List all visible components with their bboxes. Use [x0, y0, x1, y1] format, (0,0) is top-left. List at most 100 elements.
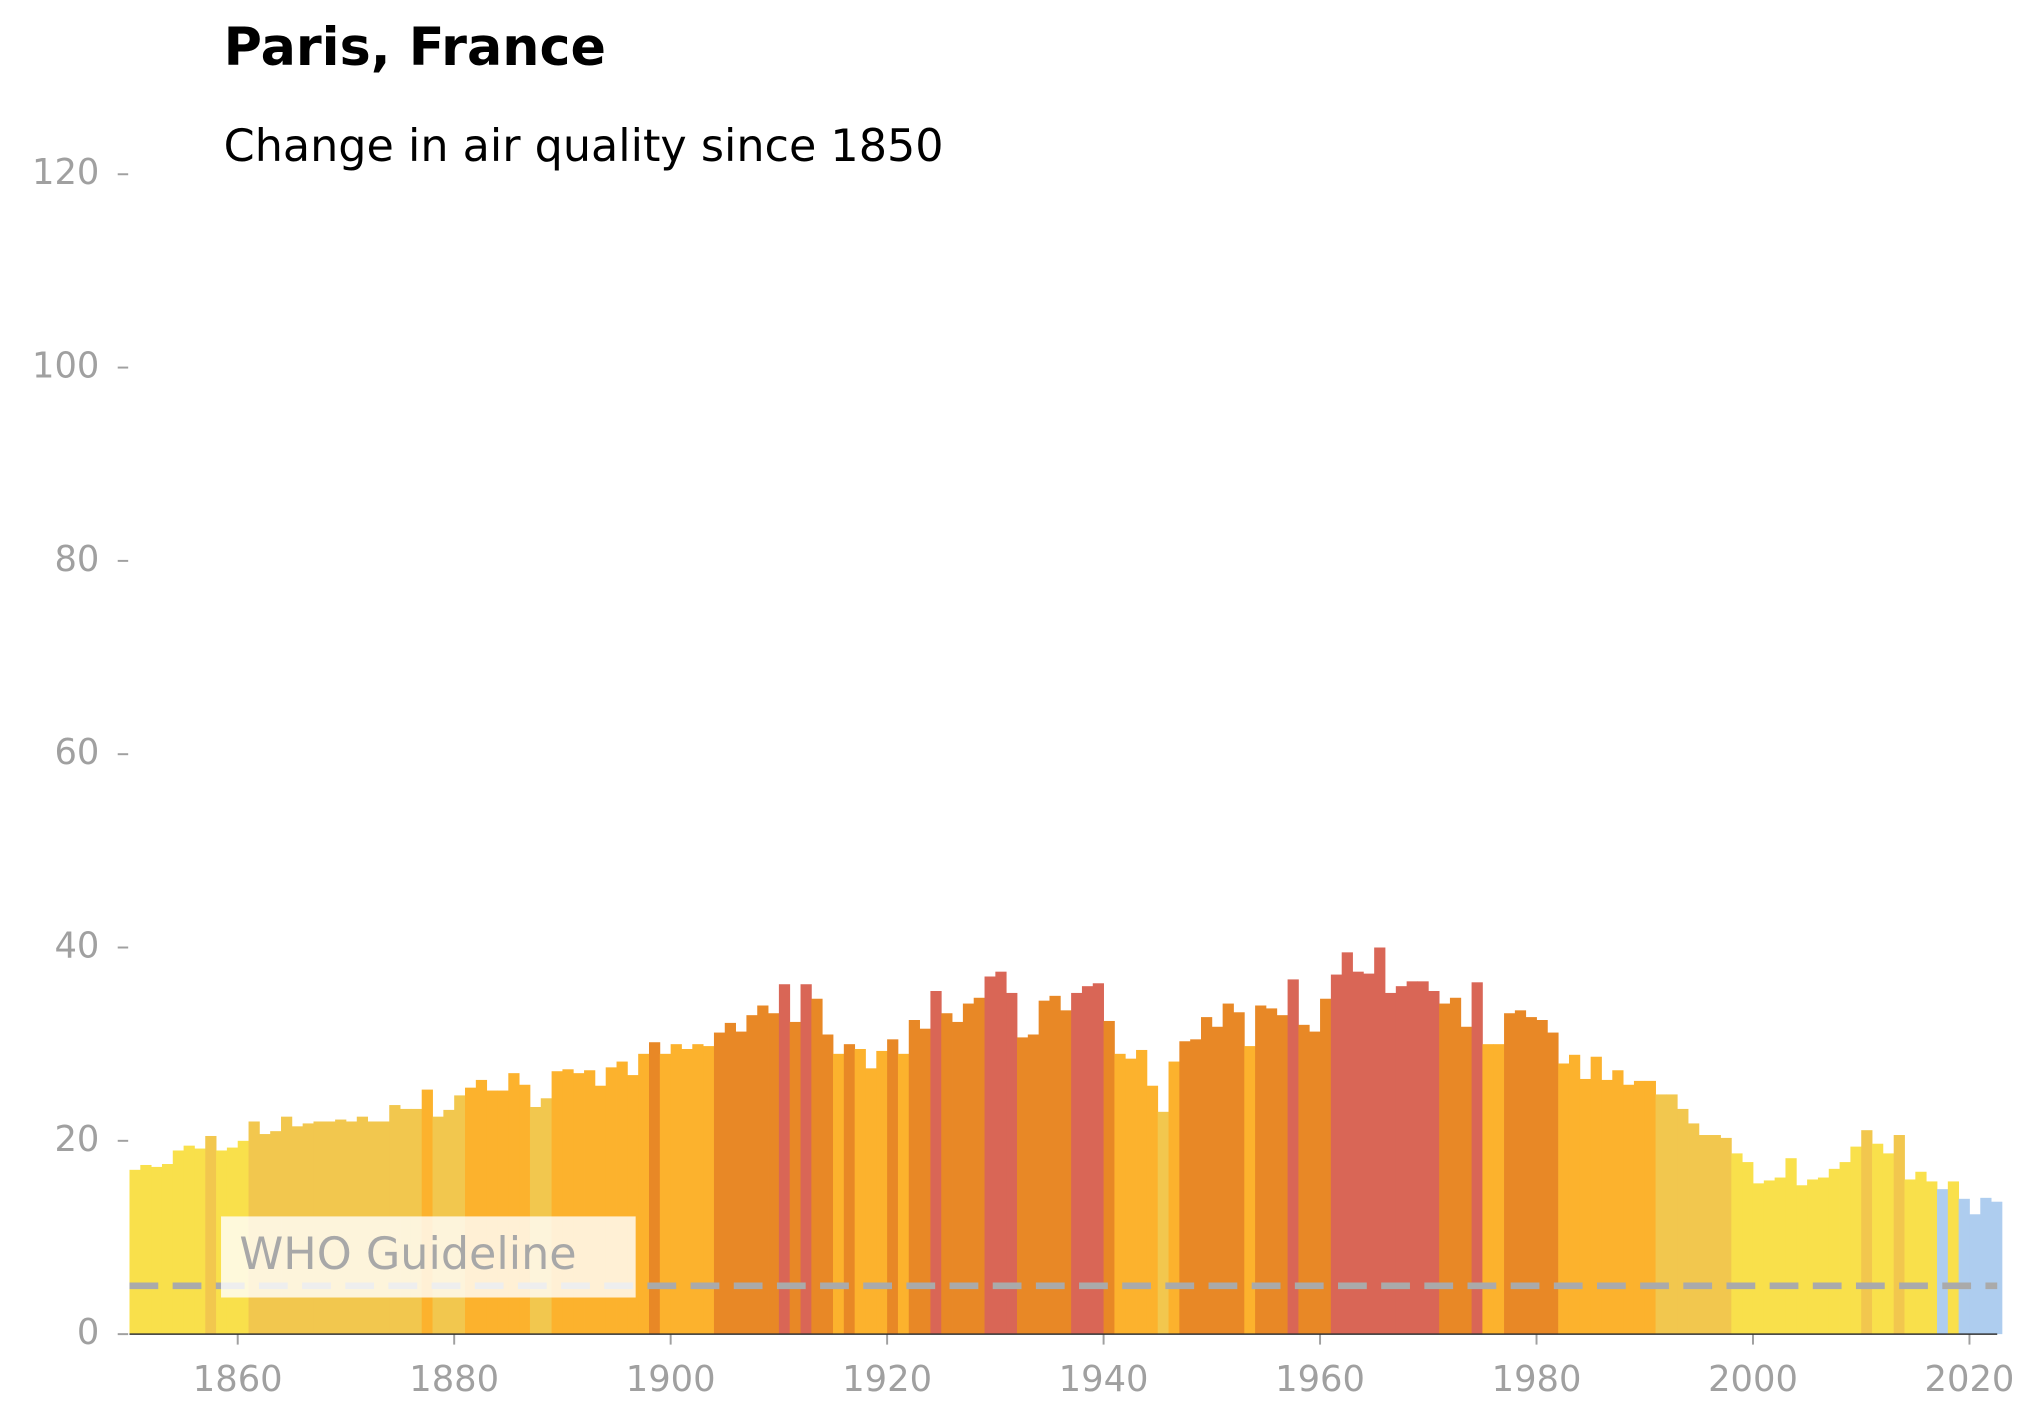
bar: [1547, 1032, 1559, 1335]
bar: [161, 1164, 174, 1335]
bar: [887, 1039, 899, 1335]
bar: [670, 1044, 682, 1335]
bar: [1190, 1039, 1202, 1335]
bar: [1395, 986, 1408, 1335]
bar: [778, 984, 791, 1335]
bar: [1568, 1054, 1581, 1335]
bar: [1222, 1003, 1234, 1335]
chart-title: Paris, France: [224, 17, 606, 78]
bar: [172, 1150, 184, 1335]
bar: [1926, 1181, 1938, 1335]
bar: [1049, 995, 1061, 1335]
bar: [1558, 1063, 1570, 1335]
bar: [995, 971, 1007, 1335]
bar: [1839, 1162, 1851, 1335]
bar: [1796, 1185, 1808, 1335]
bar: [703, 1046, 715, 1335]
bar: [930, 991, 942, 1335]
bar: [1081, 986, 1094, 1335]
bar: [1720, 1137, 1732, 1335]
bar: [1828, 1168, 1840, 1335]
bar: [1255, 1005, 1267, 1335]
bar: [594, 1085, 607, 1335]
bar: [1980, 1197, 1992, 1335]
bar: [1168, 1061, 1180, 1335]
chart-subtitle: Change in air quality since 1850: [224, 121, 944, 172]
bar: [1092, 983, 1104, 1335]
y-tick-label: 20: [54, 1119, 99, 1160]
bar: [1601, 1079, 1613, 1335]
bar: [1493, 1044, 1505, 1335]
bar: [1352, 971, 1364, 1335]
bar: [1763, 1180, 1776, 1335]
bar: [833, 1053, 845, 1335]
bar: [454, 1095, 466, 1335]
bar: [638, 1053, 650, 1335]
bar: [1341, 952, 1353, 1335]
bar: [519, 1084, 531, 1335]
bar: [562, 1069, 574, 1335]
y-tick-label: 0: [77, 1312, 99, 1353]
bar: [421, 1089, 433, 1335]
bar: [713, 1032, 726, 1335]
guideline-label: WHO Guideline: [239, 1229, 576, 1280]
bar: [984, 976, 996, 1335]
bar: [1991, 1201, 2003, 1335]
bar: [1785, 1158, 1797, 1335]
bar: [1752, 1183, 1765, 1335]
x-tick-label: 1880: [409, 1359, 499, 1400]
bar: [897, 1053, 910, 1335]
bar: [1320, 998, 1332, 1335]
bar: [1677, 1108, 1689, 1335]
bar: [1579, 1078, 1592, 1335]
x-tick-label: 1940: [1059, 1359, 1149, 1400]
bar: [1915, 1171, 1927, 1335]
bar: [1460, 1026, 1472, 1335]
y-tick-label: 120: [32, 152, 99, 193]
bar: [1125, 1058, 1137, 1335]
x-tick-label: 1960: [1275, 1359, 1365, 1400]
bar: [616, 1061, 628, 1335]
bar: [486, 1090, 498, 1335]
bar: [1157, 1111, 1169, 1335]
bar: [1006, 992, 1018, 1335]
bar: [1742, 1162, 1754, 1335]
bar: [973, 997, 985, 1335]
bar: [1893, 1135, 1905, 1335]
bar: [1211, 1026, 1224, 1335]
bar: [692, 1044, 704, 1335]
bar: [205, 1135, 217, 1335]
bar: [854, 1048, 866, 1335]
x-tick-label: 2020: [1925, 1359, 2015, 1400]
bar: [952, 1021, 964, 1335]
y-tick-label: 80: [54, 539, 99, 580]
bar: [1612, 1070, 1624, 1335]
bar: [1276, 1015, 1288, 1335]
bar: [1363, 973, 1375, 1335]
bar: [1936, 1189, 1949, 1335]
bar: [876, 1050, 888, 1335]
bar: [1233, 1012, 1245, 1335]
bar: [1428, 991, 1440, 1335]
bar: [183, 1145, 195, 1335]
x-tick-label: 1980: [1492, 1359, 1582, 1400]
bar: [1504, 1013, 1516, 1335]
bar: [649, 1042, 661, 1335]
bar: [1060, 1010, 1072, 1335]
x-tick-label: 1920: [842, 1359, 932, 1400]
bar: [1439, 1003, 1451, 1335]
guideline-label-box: [221, 1216, 636, 1298]
bar: [941, 1013, 953, 1335]
bar: [129, 1169, 141, 1335]
bar: [1330, 974, 1343, 1335]
bar: [1287, 979, 1299, 1335]
bar: [1633, 1080, 1646, 1335]
bar: [1136, 1049, 1148, 1335]
x-tick-label: 2000: [1708, 1359, 1798, 1400]
bar: [1103, 1020, 1115, 1335]
bar: [1525, 1017, 1537, 1335]
bar: [1027, 1034, 1040, 1335]
bar: [1731, 1153, 1743, 1335]
bar: [735, 1031, 747, 1335]
bar: [1774, 1177, 1786, 1335]
